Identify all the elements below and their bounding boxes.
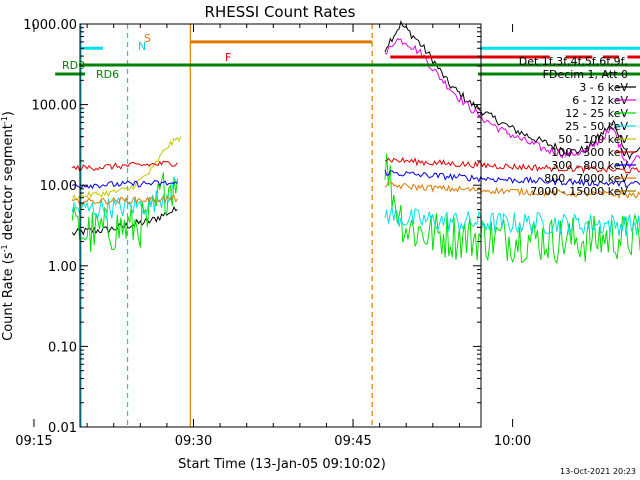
series-lines <box>71 20 640 265</box>
y-tick-label: 1000.00 <box>23 18 77 33</box>
x-tick-label: 09:15 <box>15 434 52 449</box>
series-line-7-seg-1 <box>384 181 640 199</box>
legend-header-line-1: Det 1f,3f,4f,5f,6f,9f, <box>519 55 628 68</box>
annotation-rd0: RD0 <box>62 59 85 72</box>
y-axis-ticks: 1000.00 100.00 10.00 1.00 0.10 0.01 <box>23 18 481 436</box>
legend-item-label: 6 - 12 keV <box>572 94 628 107</box>
y-tick-label: 100.00 <box>32 99 78 114</box>
plot-timestamp: 13-Oct-2021 20:23 <box>560 467 636 476</box>
x-axis-label: Start Time (13-Jan-05 09:10:02) <box>178 457 386 472</box>
x-tick-label: 09:45 <box>334 434 371 449</box>
series-line-2-seg-1 <box>384 153 640 265</box>
annotation-s: S <box>144 32 151 45</box>
plot-frame <box>79 23 482 428</box>
legend-item-label: 25 - 50 keV <box>565 120 628 133</box>
legend-item-label: 800 - 7000 keV <box>544 172 628 185</box>
x-tick-label: 10:00 <box>494 434 531 449</box>
legend-item-label: 300 - 800 keV <box>551 159 628 172</box>
series-line-6-seg-1 <box>384 169 640 188</box>
annotations: RD0 RD6 N S F <box>62 32 231 81</box>
series-line-2-seg-0 <box>71 172 178 252</box>
series-line-3-seg-1 <box>384 206 640 237</box>
y-tick-label: 0.01 <box>48 421 77 436</box>
annotation-rd6: RD6 <box>96 68 119 81</box>
legend: Det 1f,3f,4f,5f,6f,9f, FDecim 1, Att 0 3… <box>519 55 636 198</box>
y-tick-label: 1.00 <box>48 260 77 275</box>
chart-title: RHESSI Count Rates <box>205 3 356 21</box>
legend-item-label: 50 - 100 keV <box>558 133 628 146</box>
legend-header-line-2: FDecim 1, Att 0 <box>543 68 628 81</box>
series-line-1-seg-0 <box>384 38 640 170</box>
legend-item-label: 7000 - 15000 keV <box>530 185 628 198</box>
series-line-5-seg-0 <box>71 160 178 172</box>
series-line-4-seg-0 <box>71 136 182 201</box>
y-tick-label: 0.10 <box>48 340 77 355</box>
legend-item-label: 12 - 25 keV <box>565 107 628 120</box>
series-line-5-seg-1 <box>384 156 640 174</box>
y-tick-label: 10.00 <box>40 179 77 194</box>
x-tick-label: 09:30 <box>175 434 212 449</box>
annotation-n: N <box>138 40 146 53</box>
series-line-6-seg-0 <box>72 180 178 190</box>
annotation-f: F <box>225 51 231 64</box>
series-line-7-seg-0 <box>72 194 178 206</box>
y-axis-label: Count Rate (s-1 detector segment-1) <box>0 111 16 341</box>
series-line-0-seg-1 <box>384 20 640 161</box>
legend-item-label: 3 - 6 keV <box>579 81 628 94</box>
legend-item-label: 100 - 300 keV <box>551 146 628 159</box>
